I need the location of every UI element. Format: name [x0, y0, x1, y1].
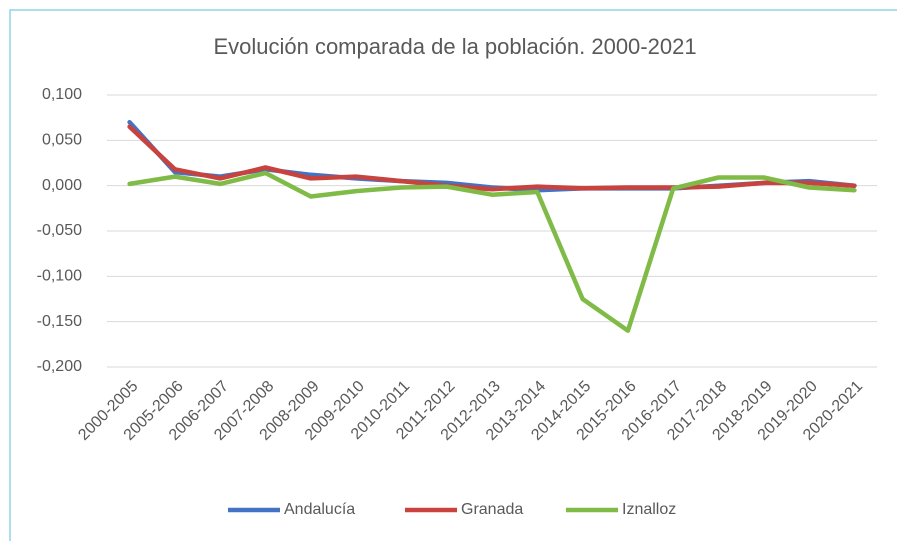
- y-tick-label: 0,050: [42, 132, 82, 149]
- y-tick-label: -0,150: [37, 313, 82, 330]
- y-tick-label: -0,050: [37, 222, 82, 239]
- legend-label: Iznalloz: [622, 501, 676, 518]
- y-tick-label: -0,200: [37, 358, 82, 375]
- frame: [9, 9, 897, 541]
- line-series: [127, 124, 857, 192]
- y-tick-label: -0,100: [37, 268, 82, 285]
- legend-label: Granada: [461, 501, 523, 518]
- line-series: [127, 170, 857, 333]
- y-tick-label: 0,000: [42, 177, 82, 194]
- legend-label: Andalucía: [284, 501, 355, 518]
- y-tick-label: 0,100: [42, 86, 82, 103]
- chart-title: Evolución comparada de la población. 200…: [213, 34, 696, 59]
